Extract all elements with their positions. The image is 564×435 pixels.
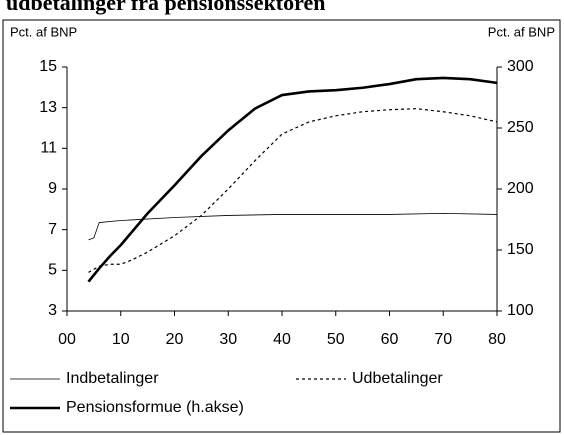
y-tick-label: 3 <box>48 302 57 319</box>
y2-tick-label: 150 <box>507 241 534 258</box>
series-line <box>88 213 498 241</box>
y2-tick-label: 200 <box>507 180 534 197</box>
series-line <box>88 108 498 273</box>
x-tick-label: 40 <box>273 331 291 348</box>
y-tick-label: 13 <box>39 99 57 116</box>
y-tick-label: 7 <box>48 221 57 238</box>
x-tick-label: 30 <box>219 331 237 348</box>
legend-label: Pensionsformue (h.akse) <box>66 399 244 416</box>
y-tick-label: 15 <box>39 58 57 75</box>
y-tick-label: 11 <box>40 140 57 157</box>
y2-tick-label: 250 <box>507 119 534 136</box>
x-tick-label: 80 <box>488 331 506 348</box>
y-tick-label: 9 <box>48 180 57 197</box>
x-tick-label: 60 <box>381 331 399 348</box>
y-axis-label: Pct. af BNP <box>10 24 77 39</box>
y2-tick-label: 100 <box>507 302 534 319</box>
x-tick-label: 20 <box>166 331 184 348</box>
x-tick-label: 70 <box>434 331 452 348</box>
y2-axis-label: Pct. af BNP <box>488 24 555 39</box>
legend-label: Indbetalinger <box>66 370 159 387</box>
x-tick-label: 10 <box>112 331 130 348</box>
chart-title: udbetalinger fra pensionssektoren <box>6 0 325 15</box>
frame <box>2 19 561 433</box>
series-line <box>87 76 498 283</box>
x-tick-label: 00 <box>58 331 76 348</box>
y-tick-label: 5 <box>48 262 57 279</box>
y2-tick-label: 300 <box>507 58 534 75</box>
legend-label: Udbetalinger <box>352 370 443 387</box>
x-tick-label: 50 <box>327 331 345 348</box>
